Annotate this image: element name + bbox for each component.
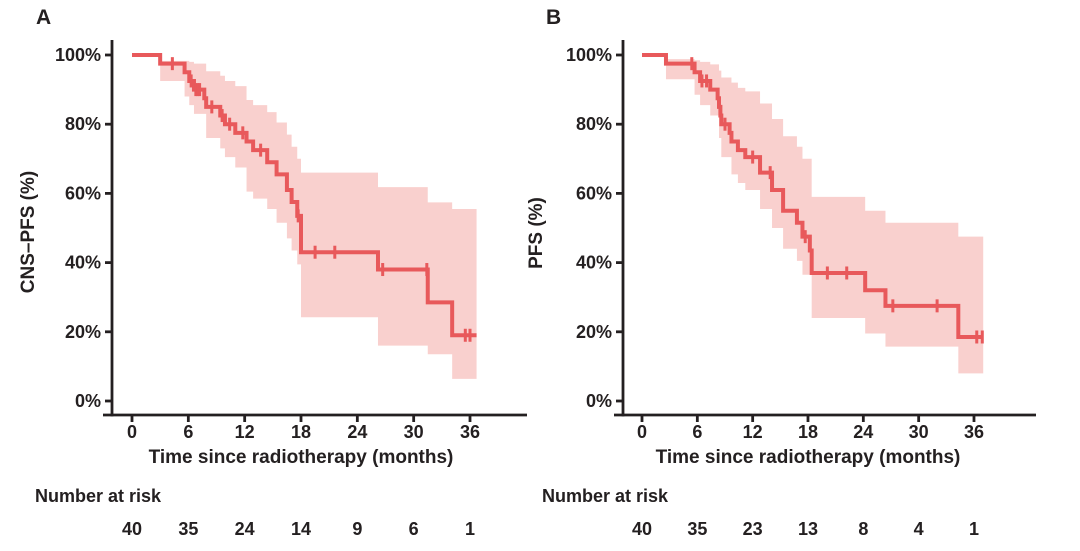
panel-b-survival-curve xyxy=(642,53,984,339)
y-tick-label: 0% xyxy=(75,391,101,411)
panel-a-risk-value: 6 xyxy=(409,519,419,539)
panel-a-number-at-risk-header: Number at risk xyxy=(35,486,162,506)
panel-a-risk-value: 9 xyxy=(352,519,362,539)
panel-b-censor-mark xyxy=(768,166,772,180)
x-tick-label: 30 xyxy=(909,422,929,442)
y-tick-label: 80% xyxy=(576,114,612,134)
panel-a-censor-mark xyxy=(198,83,202,97)
x-tick-label: 0 xyxy=(127,422,137,442)
panel-b-y-axis-label: PFS (%) xyxy=(526,197,547,269)
panel-b-censor-mark xyxy=(935,299,939,313)
panel-a-x-axis-label: Time since radiotherapy (months) xyxy=(148,447,454,468)
panel-b-risk-value: 8 xyxy=(858,519,868,539)
panel-a-censor-mark xyxy=(463,328,467,342)
x-tick-label: 0 xyxy=(637,422,647,442)
x-tick-label: 36 xyxy=(964,422,984,442)
panel-a-censor-mark xyxy=(381,263,385,277)
panel-a-letter: A xyxy=(36,6,52,29)
panel-a-censor-mark xyxy=(468,328,472,342)
panel-b-censor-mark xyxy=(700,74,704,88)
x-tick-label: 6 xyxy=(183,422,193,442)
panel-b-risk-value: 13 xyxy=(798,519,818,539)
panel-a-censor-mark xyxy=(189,74,193,88)
panel-a-censor-mark xyxy=(196,83,200,97)
y-tick-label: 40% xyxy=(576,253,612,273)
panel-b-risk-value: 23 xyxy=(743,519,763,539)
y-tick-label: 80% xyxy=(65,114,101,134)
x-tick-label: 24 xyxy=(347,422,367,442)
panel-b-risk-value: 40 xyxy=(632,519,652,539)
panel-b-censor-mark xyxy=(825,266,829,280)
panel-a-censor-mark xyxy=(194,83,198,97)
panel-b-censor-mark xyxy=(723,117,727,131)
panel-a-censor-mark xyxy=(425,263,429,277)
panel-b-number-at-risk-header: Number at risk xyxy=(542,486,669,506)
panel-a-censor-mark xyxy=(313,245,317,259)
x-tick-label: 12 xyxy=(235,422,255,442)
panel-b-censor-mark xyxy=(705,74,709,88)
panel-b-censor-mark xyxy=(751,150,755,164)
y-tick-label: 20% xyxy=(65,322,101,342)
panel-a-risk-value: 35 xyxy=(178,519,198,539)
panel-b-x-axis-label: Time since radiotherapy (months) xyxy=(655,447,961,468)
y-tick-label: 100% xyxy=(55,45,101,65)
panel-b-ci-band xyxy=(665,59,984,374)
panel-b-censor-mark xyxy=(803,230,807,244)
panel-a-censor-mark xyxy=(241,126,245,140)
x-tick-label: 18 xyxy=(291,422,311,442)
panel-a-censor-mark xyxy=(228,117,232,131)
panel-a-censor-mark xyxy=(170,57,174,71)
x-tick-label: 30 xyxy=(404,422,424,442)
panel-a-ci-band xyxy=(160,60,477,379)
panel-a-risk-value: 1 xyxy=(465,519,475,539)
panel-a-risk-value: 40 xyxy=(122,519,142,539)
panel-b-risk-value: 4 xyxy=(914,519,924,539)
y-tick-label: 60% xyxy=(576,183,612,203)
panel-a: 100% 80% 60% 40% 20% 0% 0 6 12 18 24 30 36 40 35 24 14 9 6… xyxy=(55,40,527,539)
x-tick-label: 12 xyxy=(743,422,763,442)
x-tick-label: 24 xyxy=(853,422,873,442)
y-tick-label: 20% xyxy=(576,322,612,342)
panel-b: 100% 80% 60% 40% 20% 0% 0 6 12 18 24 30 36 40 35 23 13 8 4… xyxy=(566,40,1036,539)
y-tick-label: 0% xyxy=(586,391,612,411)
panel-b-censor-mark xyxy=(845,266,849,280)
panel-a-risk-value: 24 xyxy=(235,519,255,539)
panel-b-censor-mark xyxy=(690,57,694,71)
x-tick-label: 36 xyxy=(460,422,480,442)
y-tick-label: 100% xyxy=(566,45,612,65)
panel-b-risk-value: 35 xyxy=(687,519,707,539)
panel-b-letter: B xyxy=(546,6,562,29)
x-tick-label: 6 xyxy=(692,422,702,442)
panel-b-censor-mark xyxy=(980,330,984,344)
panel-b-risk-value: 1 xyxy=(969,519,979,539)
y-tick-label: 60% xyxy=(65,183,101,203)
panel-a-y-axis-label: CNS–PFS (%) xyxy=(18,170,39,294)
y-tick-label: 40% xyxy=(65,253,101,273)
panel-a-censor-mark xyxy=(259,143,263,157)
x-tick-label: 18 xyxy=(798,422,818,442)
panel-b-censor-mark xyxy=(975,330,979,344)
panel-a-censor-mark xyxy=(333,245,337,259)
panel-a-censor-mark xyxy=(210,100,214,114)
panel-a-censor-mark xyxy=(296,209,300,223)
panel-a-risk-value: 14 xyxy=(291,519,311,539)
panel-a-censor-mark xyxy=(220,109,224,123)
panel-b-censor-mark xyxy=(891,299,895,313)
